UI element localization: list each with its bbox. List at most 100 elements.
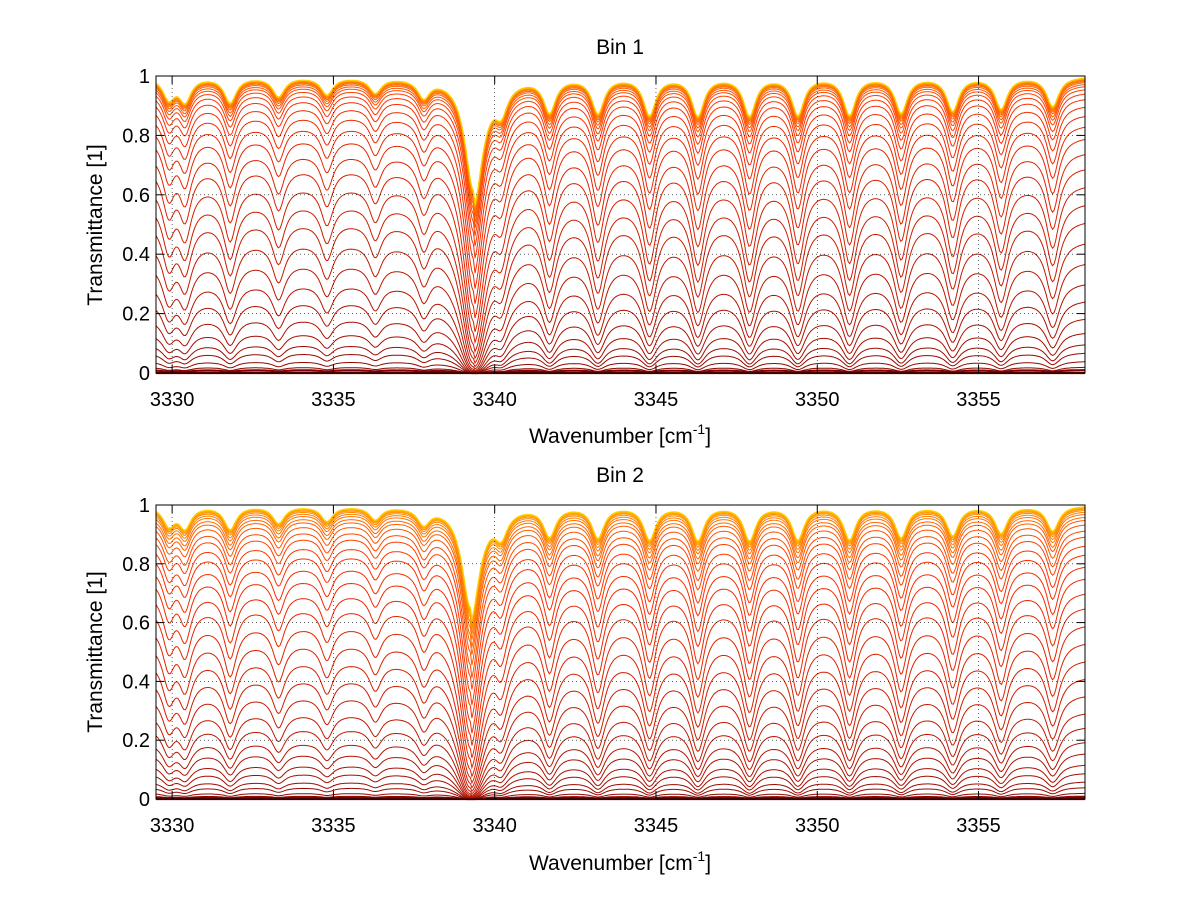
series-line-4 — [155, 792, 1085, 800]
grid-lines — [156, 505, 1085, 799]
series-line-28 — [155, 80, 1086, 214]
x-tick-label: 3340 — [472, 815, 517, 837]
series-line-13 — [155, 696, 1086, 795]
x-axis-label: Wavenumber [cm-1] — [529, 421, 711, 448]
series-line-9 — [155, 753, 1086, 799]
chart-title: Bin 2 — [596, 464, 644, 487]
series-line-8 — [155, 764, 1086, 799]
chart-title: Bin 1 — [596, 36, 644, 59]
x-axis-label: Wavenumber [cm-1] — [529, 848, 711, 875]
x-tick-label: 3350 — [795, 815, 840, 837]
x-tick-label: 3335 — [311, 815, 356, 837]
series-line-23 — [155, 93, 1086, 247]
series-line-18 — [155, 139, 1086, 319]
series-line-24 — [155, 89, 1086, 236]
axes-box — [155, 75, 1086, 374]
series-line-38 — [155, 506, 1086, 619]
x-tick-label: 3340 — [472, 389, 517, 411]
tick-marks: 3330 3335 3340 3345 3350 3355 0 0.2 0.4 0.6 0.8 1 — [122, 495, 1085, 837]
series-line-2 — [156, 796, 1085, 801]
series-line-21 — [155, 566, 1086, 734]
series-line-27 — [155, 519, 1086, 655]
y-tick-label: 0.8 — [122, 125, 150, 147]
series-line-30 — [155, 511, 1086, 635]
series-group — [155, 75, 1086, 375]
series-line-14 — [155, 679, 1086, 793]
series-line-16 — [155, 169, 1086, 345]
y-tick-label: 0.2 — [122, 304, 150, 326]
y-tick-label: 0.8 — [122, 554, 150, 576]
series-line-29 — [155, 513, 1086, 640]
subplot-bin-1: Bin 1 3330 3335 3340 3345 3350 3355 0 0.2 0.4 0.6… — [84, 36, 1086, 448]
series-line-19 — [155, 593, 1086, 759]
y-tick-label: 1 — [139, 495, 150, 517]
series-line-32 — [155, 508, 1086, 626]
tick-marks: 3330 3335 3340 3345 3350 3355 0 0.2 0.4 0.6 0.8 1 — [122, 66, 1085, 411]
series-line-7 — [155, 773, 1086, 800]
series-line-6 — [155, 344, 1086, 374]
series-line-17 — [155, 626, 1086, 779]
x-tick-label: 3355 — [956, 389, 1001, 411]
series-line-23 — [155, 545, 1086, 705]
series-line-24 — [155, 536, 1086, 690]
series-line-6 — [155, 781, 1086, 800]
subplot-bin-2: Bin 2 3330 3335 3340 3345 3350 3355 0 0.2 0.4 0.6… — [84, 464, 1086, 875]
series-line-5 — [155, 352, 1085, 374]
series-line-26 — [155, 84, 1086, 223]
y-axis-label: Transmittance [1] — [84, 571, 107, 732]
series-line-17 — [155, 154, 1086, 332]
series-line-11 — [155, 727, 1086, 798]
series-line-20 — [155, 578, 1086, 746]
series-line-12 — [155, 243, 1086, 368]
x-tick-label: 3350 — [795, 389, 840, 411]
series-line-15 — [155, 661, 1086, 789]
series-line-34 — [155, 78, 1086, 206]
series-line-30 — [155, 79, 1086, 210]
series-line-25 — [155, 86, 1086, 229]
x-tick-label: 3345 — [634, 815, 679, 837]
series-line-29 — [155, 80, 1086, 212]
series-line-5 — [155, 787, 1086, 800]
x-tick-label: 3330 — [150, 389, 195, 411]
series-line-11 — [155, 264, 1086, 370]
series-line-16 — [155, 644, 1086, 785]
series-line-27 — [155, 82, 1086, 218]
y-tick-label: 0.6 — [122, 613, 150, 635]
series-line-25 — [155, 530, 1086, 678]
series-line-10 — [155, 742, 1086, 798]
series-line-22 — [155, 99, 1086, 259]
x-tick-label: 3355 — [956, 815, 1001, 837]
y-tick-label: 0.6 — [122, 185, 150, 207]
series-group — [155, 504, 1086, 801]
y-tick-label: 0.2 — [122, 730, 150, 752]
series-line-31 — [155, 509, 1086, 630]
axes-box — [155, 504, 1086, 800]
series-line-20 — [155, 116, 1086, 289]
series-line-4 — [155, 361, 1085, 374]
x-tick-label: 3345 — [634, 389, 679, 411]
series-line-12 — [155, 713, 1086, 797]
y-tick-label: 1 — [139, 66, 150, 88]
series-line-8 — [155, 318, 1086, 373]
series-line-3 — [155, 795, 1085, 800]
y-tick-label: 0.4 — [122, 244, 150, 266]
series-line-26 — [155, 524, 1086, 666]
y-tick-label: 0.4 — [122, 671, 150, 693]
series-line-38 — [155, 77, 1086, 204]
series-line-3 — [155, 366, 1085, 374]
series-line-33 — [155, 507, 1086, 624]
series-line-15 — [155, 187, 1086, 354]
series-line-13 — [155, 223, 1086, 364]
y-tick-label: 0 — [139, 789, 150, 811]
x-tick-label: 3335 — [311, 389, 356, 411]
series-line-7 — [155, 333, 1086, 374]
y-tick-label: 0 — [139, 363, 150, 385]
y-axis-label: Transmittance [1] — [84, 144, 107, 305]
series-line-14 — [155, 205, 1086, 360]
series-line-21 — [155, 106, 1086, 274]
series-line-28 — [155, 516, 1086, 648]
x-tick-label: 3330 — [150, 815, 195, 837]
grid-lines — [156, 76, 1085, 373]
series-line-9 — [155, 301, 1086, 373]
